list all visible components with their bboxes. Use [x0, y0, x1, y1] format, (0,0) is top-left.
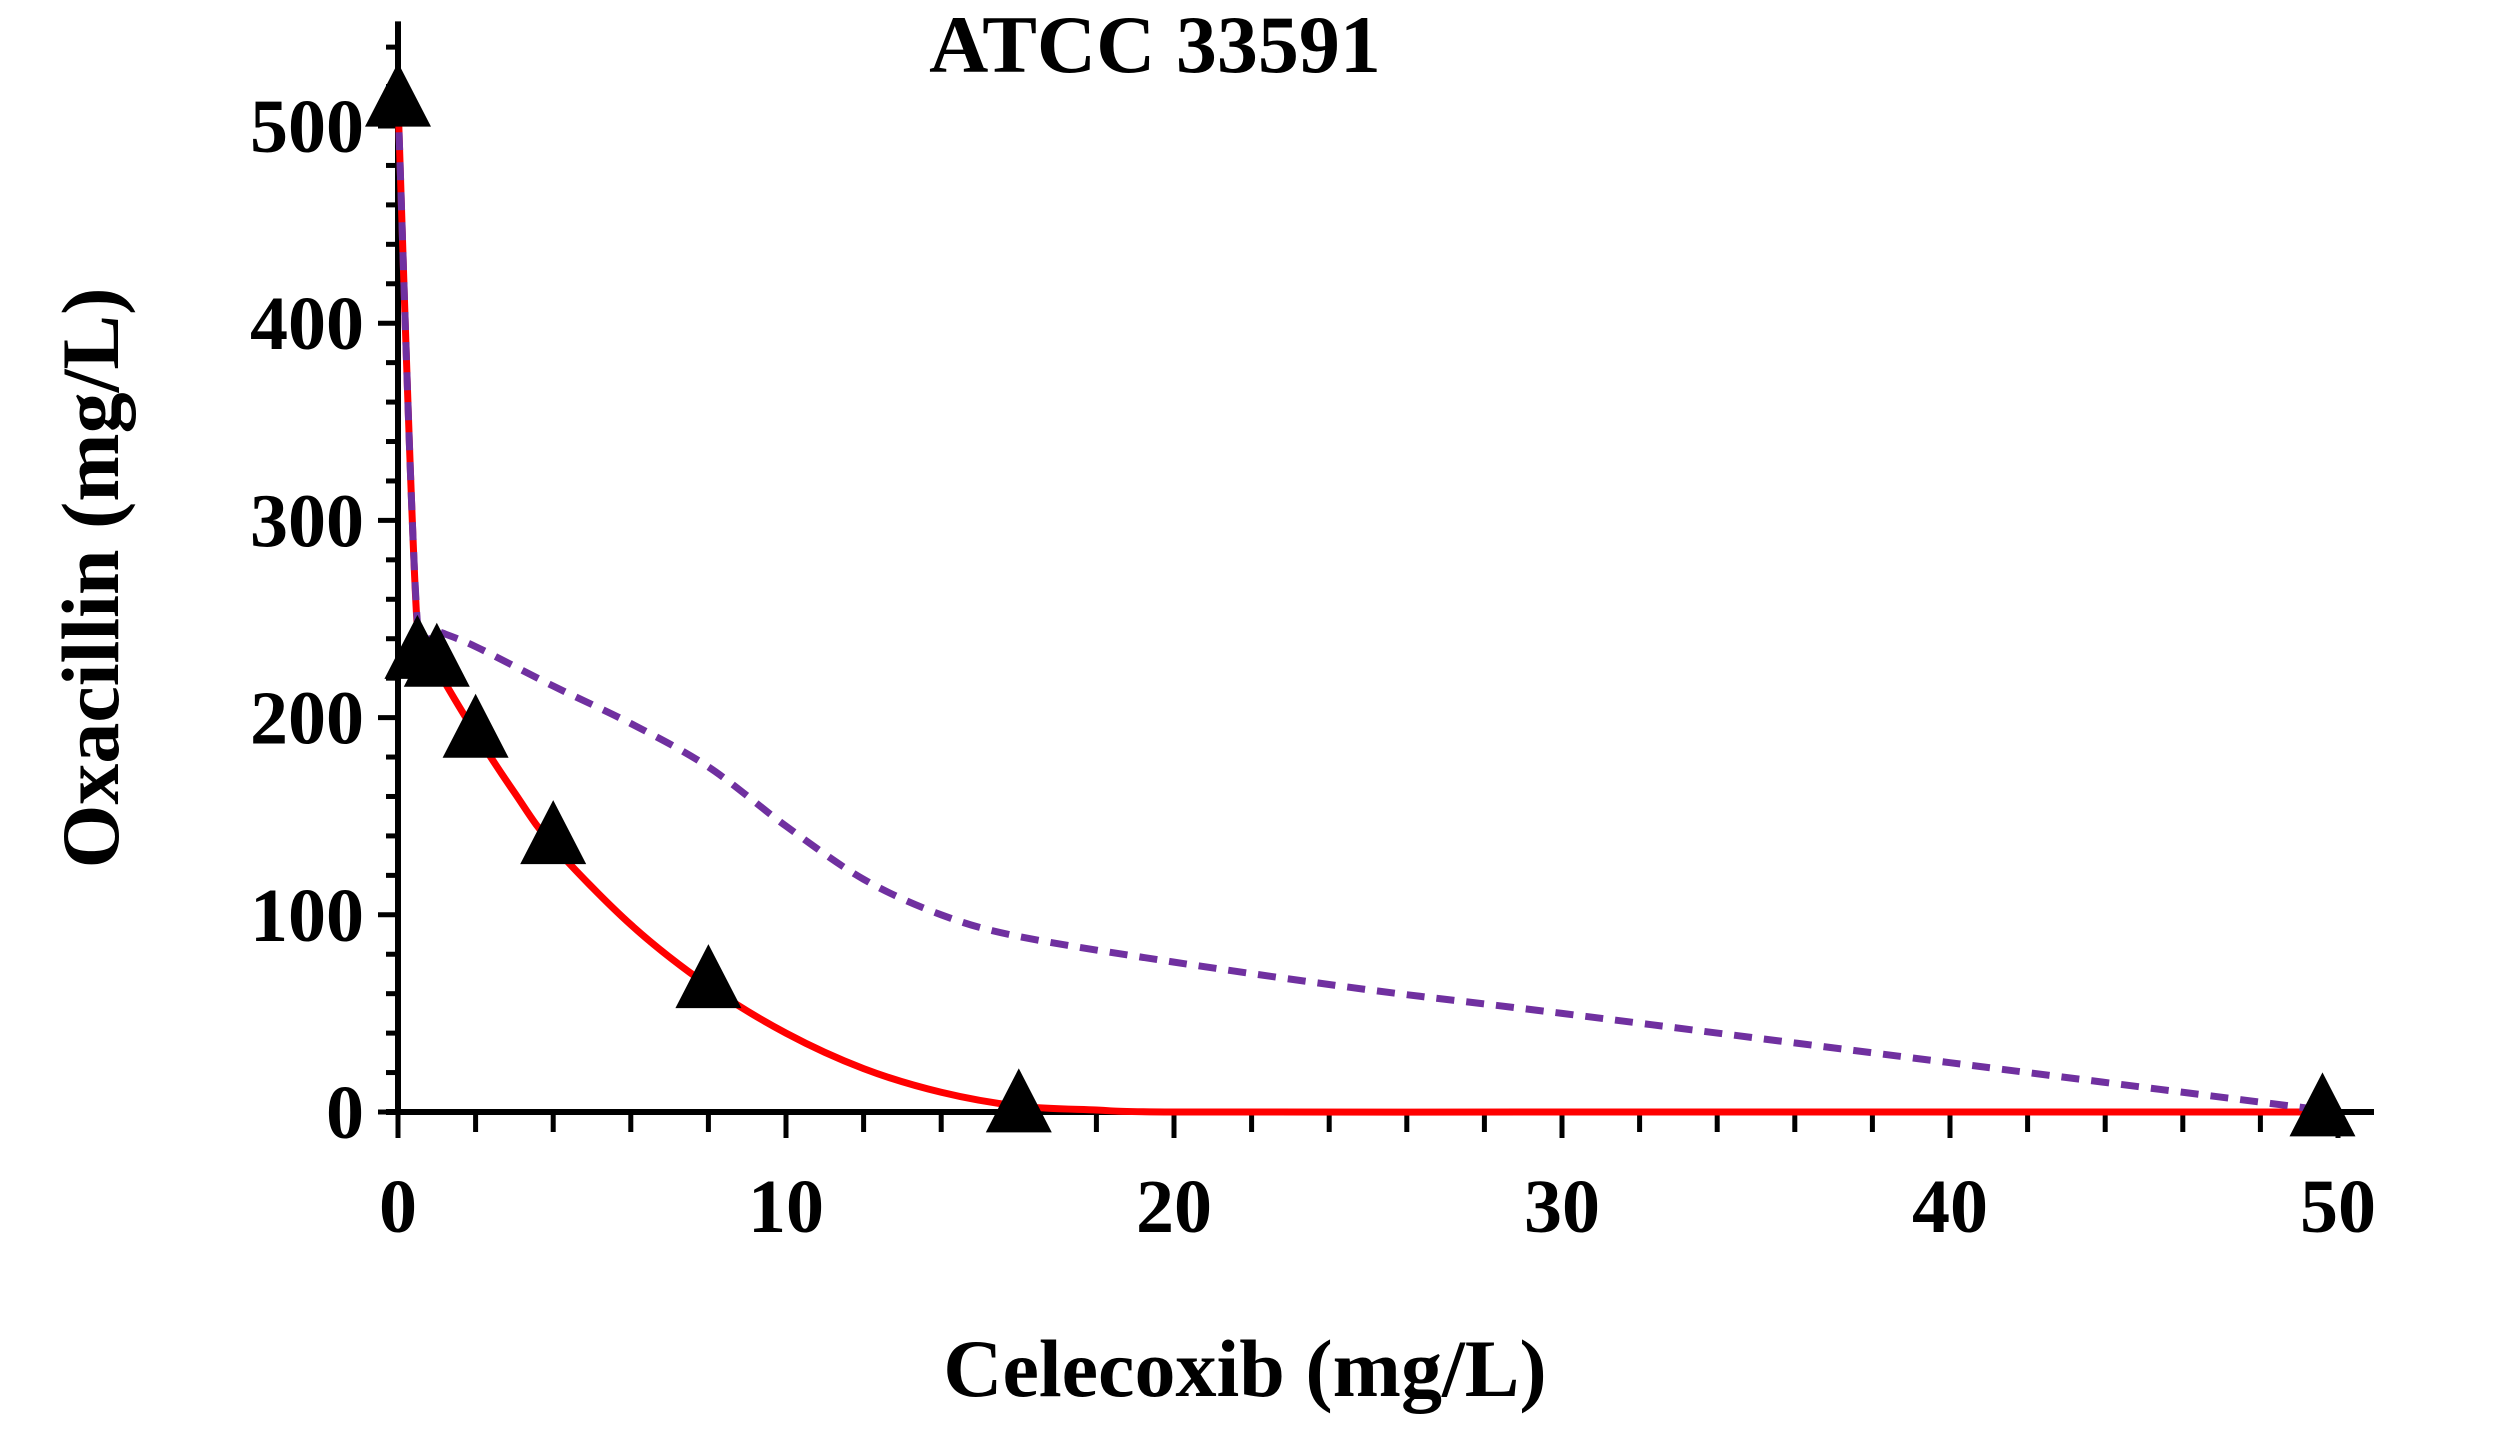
x-tick-label: 20: [1136, 1165, 1212, 1249]
data-point-triangle: [403, 622, 470, 687]
data-point-triangle: [2289, 1072, 2356, 1137]
additivity-dashed-line: [394, 102, 2339, 1116]
data-point-triangle: [442, 693, 509, 758]
y-tick-label: 200: [250, 677, 364, 761]
series-layer: [365, 62, 2356, 1137]
x-tick-label: 10: [748, 1165, 824, 1249]
axes: 0 100 200 300 400 500 0 10 20 30 40 50: [250, 21, 2376, 1249]
x-axis-label: Celecoxib (mg/L): [943, 1323, 1546, 1414]
data-point-triangle: [675, 944, 742, 1009]
y-tick-label: 300: [250, 479, 364, 563]
data-point-triangle: [985, 1068, 1052, 1133]
y-tick-label: 500: [250, 85, 364, 169]
data-point-triangle: [520, 800, 587, 865]
fitted-curve-line: [394, 102, 2338, 1116]
x-tick-label: 30: [1524, 1165, 1600, 1249]
x-tick-label: 40: [1912, 1165, 1988, 1249]
x-tick-label: 0: [379, 1165, 417, 1249]
y-axis-label: Oxacillin (mg/L): [45, 288, 136, 869]
x-tick-label: 50: [2300, 1165, 2376, 1249]
chart-title: ATCC 33591: [929, 0, 1381, 90]
y-tick-label: 0: [326, 1071, 364, 1155]
y-tick-label: 100: [250, 874, 364, 958]
y-tick-label: 400: [250, 282, 364, 366]
data-point-triangle: [365, 62, 431, 127]
